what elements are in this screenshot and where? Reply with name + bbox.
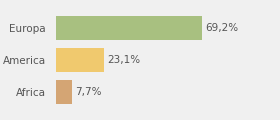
- Text: 69,2%: 69,2%: [205, 23, 238, 33]
- Bar: [56, 80, 72, 104]
- Bar: [56, 48, 104, 72]
- Text: 7,7%: 7,7%: [75, 87, 102, 97]
- Text: 23,1%: 23,1%: [108, 55, 141, 65]
- Bar: [56, 16, 202, 40]
